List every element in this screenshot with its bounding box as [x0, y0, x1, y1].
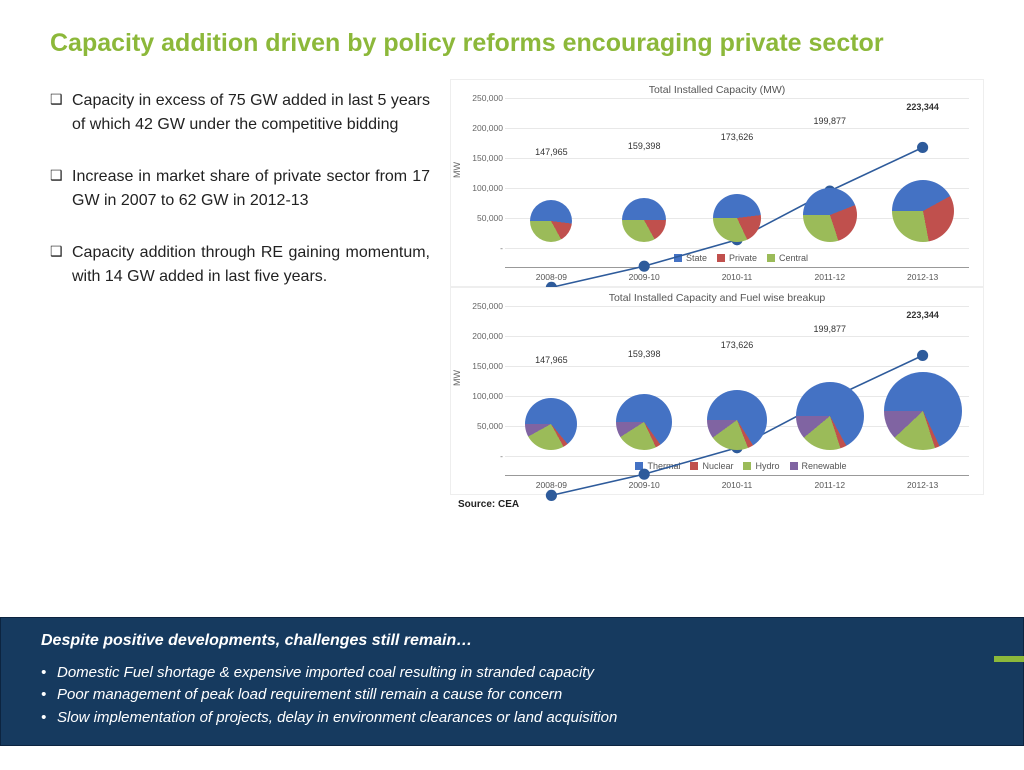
chart-title: Total Installed Capacity and Fuel wise b…	[457, 292, 977, 304]
callout-bullet: Domestic Fuel shortage & expensive impor…	[41, 662, 983, 685]
chart-title: Total Installed Capacity (MW)	[457, 84, 977, 96]
data-label: 223,344	[906, 310, 939, 320]
data-label: 199,877	[814, 324, 847, 334]
bullet-list: Capacity in excess of 75 GW added in las…	[50, 79, 430, 510]
data-label: 173,626	[721, 340, 754, 350]
data-label: 147,965	[535, 147, 568, 157]
pie-marker	[803, 188, 857, 242]
pie-marker	[892, 180, 954, 242]
bullet-item: Capacity in excess of 75 GW added in las…	[50, 89, 430, 137]
pie-marker	[707, 390, 767, 450]
pie-marker	[884, 372, 962, 450]
accent-bar	[994, 656, 1024, 662]
challenges-callout: Despite positive developments, challenge…	[0, 617, 1024, 747]
y-tick-label: 250,000	[459, 93, 503, 103]
y-axis-label: MW	[452, 162, 462, 178]
y-tick-label: 50,000	[459, 421, 503, 431]
pie-marker	[796, 382, 864, 450]
callout-bullet: Poor management of peak load requirement…	[41, 684, 983, 707]
chart-fuel-breakup: Total Installed Capacity and Fuel wise b…	[450, 287, 984, 495]
data-label: 147,965	[535, 355, 568, 365]
y-tick-label: 150,000	[459, 361, 503, 371]
slide-title: Capacity addition driven by policy refor…	[50, 28, 984, 59]
pie-marker	[713, 194, 761, 242]
y-tick-label: 200,000	[459, 331, 503, 341]
y-tick-label: 50,000	[459, 213, 503, 223]
y-tick-label: -	[459, 451, 503, 461]
data-label: 173,626	[721, 132, 754, 142]
y-tick-label: 100,000	[459, 391, 503, 401]
y-tick-label: 150,000	[459, 153, 503, 163]
bullet-item: Increase in market share of private sect…	[50, 165, 430, 213]
chart-installed-capacity: Total Installed Capacity (MW) MW - 50,000 1…	[450, 79, 984, 287]
y-tick-label: 250,000	[459, 301, 503, 311]
y-axis-label: MW	[452, 370, 462, 386]
y-tick-label: 100,000	[459, 183, 503, 193]
bullet-item: Capacity addition through RE gaining mom…	[50, 241, 430, 289]
data-label: 159,398	[628, 349, 661, 359]
y-tick-label: 200,000	[459, 123, 503, 133]
callout-title: Despite positive developments, challenge…	[41, 632, 983, 650]
y-tick-label: -	[459, 243, 503, 253]
data-label: 223,344	[906, 102, 939, 112]
data-label: 199,877	[814, 116, 847, 126]
data-label: 159,398	[628, 141, 661, 151]
callout-bullet: Slow implementation of projects, delay i…	[41, 707, 983, 730]
